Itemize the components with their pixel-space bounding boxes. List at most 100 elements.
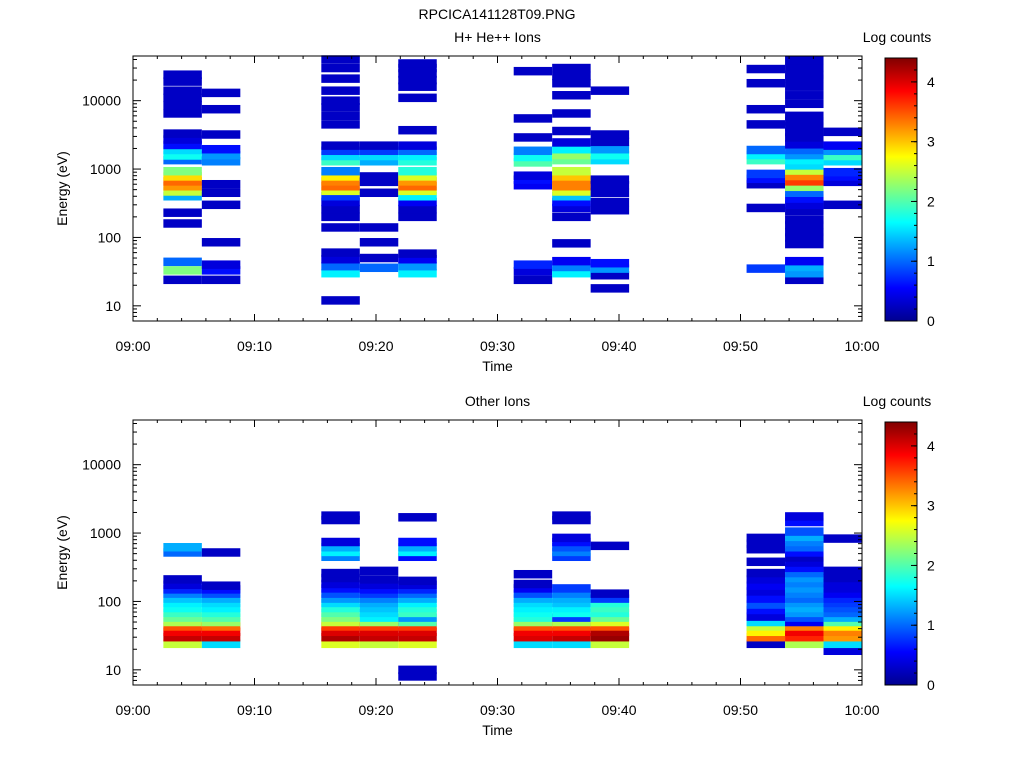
- heatmap-cell: [201, 603, 241, 613]
- heatmap-cell: [201, 88, 241, 98]
- heatmap-cell: [163, 77, 202, 86]
- heatmap-cell: [823, 141, 862, 150]
- heatmap-cell: [785, 70, 824, 79]
- heatmap-cell: [398, 166, 437, 176]
- heatmap-cell: [552, 627, 591, 637]
- heatmap-cell: [513, 146, 553, 156]
- heatmap-cell: [201, 589, 241, 598]
- heatmap-cell: [398, 125, 437, 135]
- heatmap-cell: [321, 617, 360, 627]
- heatmap-cell: [785, 239, 824, 249]
- x-axis-label: Time: [482, 358, 513, 374]
- heatmap-cell: [398, 513, 437, 522]
- heatmap-cell: [201, 594, 241, 603]
- heatmap-cell: [552, 138, 591, 147]
- heatmap-cell: [746, 64, 786, 74]
- heatmap-cell: [590, 86, 630, 95]
- heatmap-cell: [746, 203, 786, 213]
- heatmap-cell: [513, 622, 553, 631]
- y-axis-ticks: 10 100 1000 10000: [82, 58, 862, 322]
- heatmap-cell: [201, 179, 241, 189]
- heatmap-cell: [785, 568, 824, 578]
- heatmap-cell: [590, 271, 630, 280]
- heatmap-cell: [359, 566, 399, 576]
- heatmap-cell: [513, 275, 553, 285]
- heatmap-cell: [785, 91, 824, 100]
- heatmap-cell: [552, 144, 591, 154]
- heatmap-cell: [513, 171, 553, 180]
- heatmap-cell: [321, 192, 360, 201]
- heatmap-cell: [823, 157, 862, 166]
- heatmap-cell: [398, 603, 437, 613]
- heatmap-cell: [746, 600, 786, 609]
- heatmap-cell: [823, 566, 862, 576]
- x-tick-label: 09:40: [601, 702, 636, 718]
- heatmap-cell: [785, 56, 824, 65]
- heatmap-cell: [201, 150, 241, 160]
- heatmap-cell: [785, 161, 824, 170]
- heatmap-cell: [321, 261, 360, 271]
- heatmap-cell: [201, 598, 241, 608]
- heatmap-cell: [398, 69, 437, 78]
- heatmap-cell: [359, 141, 399, 150]
- heatmap-cell: [321, 166, 360, 176]
- heatmap-cell: [590, 639, 630, 649]
- heatmap-cell: [359, 622, 399, 631]
- heatmap-cell: [590, 205, 630, 215]
- heatmap-cell: [552, 584, 591, 593]
- heatmap-cell: [201, 144, 241, 154]
- heatmap-cell: [163, 548, 202, 557]
- heatmap-cell: [552, 543, 591, 552]
- heatmap-cell: [163, 109, 202, 118]
- heatmap-cell: [590, 541, 630, 551]
- heatmap-cell: [321, 255, 360, 264]
- x-axis-ticks: 09:00 09:10 09:20 09:30 09:40 09:50 10:00: [115, 420, 880, 718]
- heatmap-cell: [785, 558, 824, 567]
- heatmap-cell: [163, 622, 202, 631]
- heatmap-cell: [398, 632, 437, 642]
- heatmap-cell: [552, 78, 591, 88]
- heatmap-cell: [201, 617, 241, 627]
- heatmap-cell: [398, 151, 437, 161]
- heatmap-cell: [785, 111, 824, 121]
- heatmap-cell: [359, 223, 399, 232]
- heatmap-cell: [552, 109, 591, 118]
- heatmap-cell: [359, 177, 399, 187]
- colorbar-gradient: [884, 421, 918, 686]
- heatmap-cell: [552, 589, 591, 598]
- heatmap-cell: [746, 639, 786, 649]
- heatmap-cell: [359, 632, 399, 642]
- heatmap-cell: [785, 150, 824, 160]
- heatmap-cell: [590, 622, 630, 631]
- colorbar-tick-label: 2: [927, 557, 935, 573]
- heatmap-cell: [785, 563, 824, 573]
- heatmap-cell: [321, 632, 360, 642]
- heatmap-cell: [513, 114, 553, 123]
- heatmap-cell: [785, 622, 824, 631]
- heatmap-cell: [321, 515, 360, 525]
- heatmap-cell: [823, 172, 862, 181]
- heatmap-cell: [321, 103, 360, 112]
- heatmap-cell: [552, 622, 591, 631]
- x-tick-label: 09:30: [480, 338, 515, 354]
- heatmap-cell: [785, 578, 824, 588]
- heatmap-cell: [590, 594, 630, 603]
- heatmap-cell: [823, 200, 862, 210]
- heatmap-cell: [163, 585, 202, 594]
- heatmap-cell: [359, 608, 399, 618]
- heatmap-cell: [398, 268, 437, 278]
- heatmap-cell: [398, 613, 437, 622]
- heatmap-cell: [398, 182, 437, 191]
- heatmap-cell: [321, 177, 360, 186]
- colorbar-tick-label: 3: [927, 134, 935, 150]
- colorbar-gradient: [884, 57, 918, 322]
- heatmap-cell: [398, 627, 437, 637]
- heatmap-cell: [321, 622, 360, 631]
- heatmap-cell: [823, 167, 862, 177]
- heatmap-cell: [590, 598, 630, 608]
- heatmap-cell: [785, 573, 824, 583]
- heatmap-cell: [785, 99, 824, 109]
- heatmap-cell: [321, 151, 360, 161]
- heatmap-cell: [785, 632, 824, 642]
- heatmap-cell: [785, 594, 824, 603]
